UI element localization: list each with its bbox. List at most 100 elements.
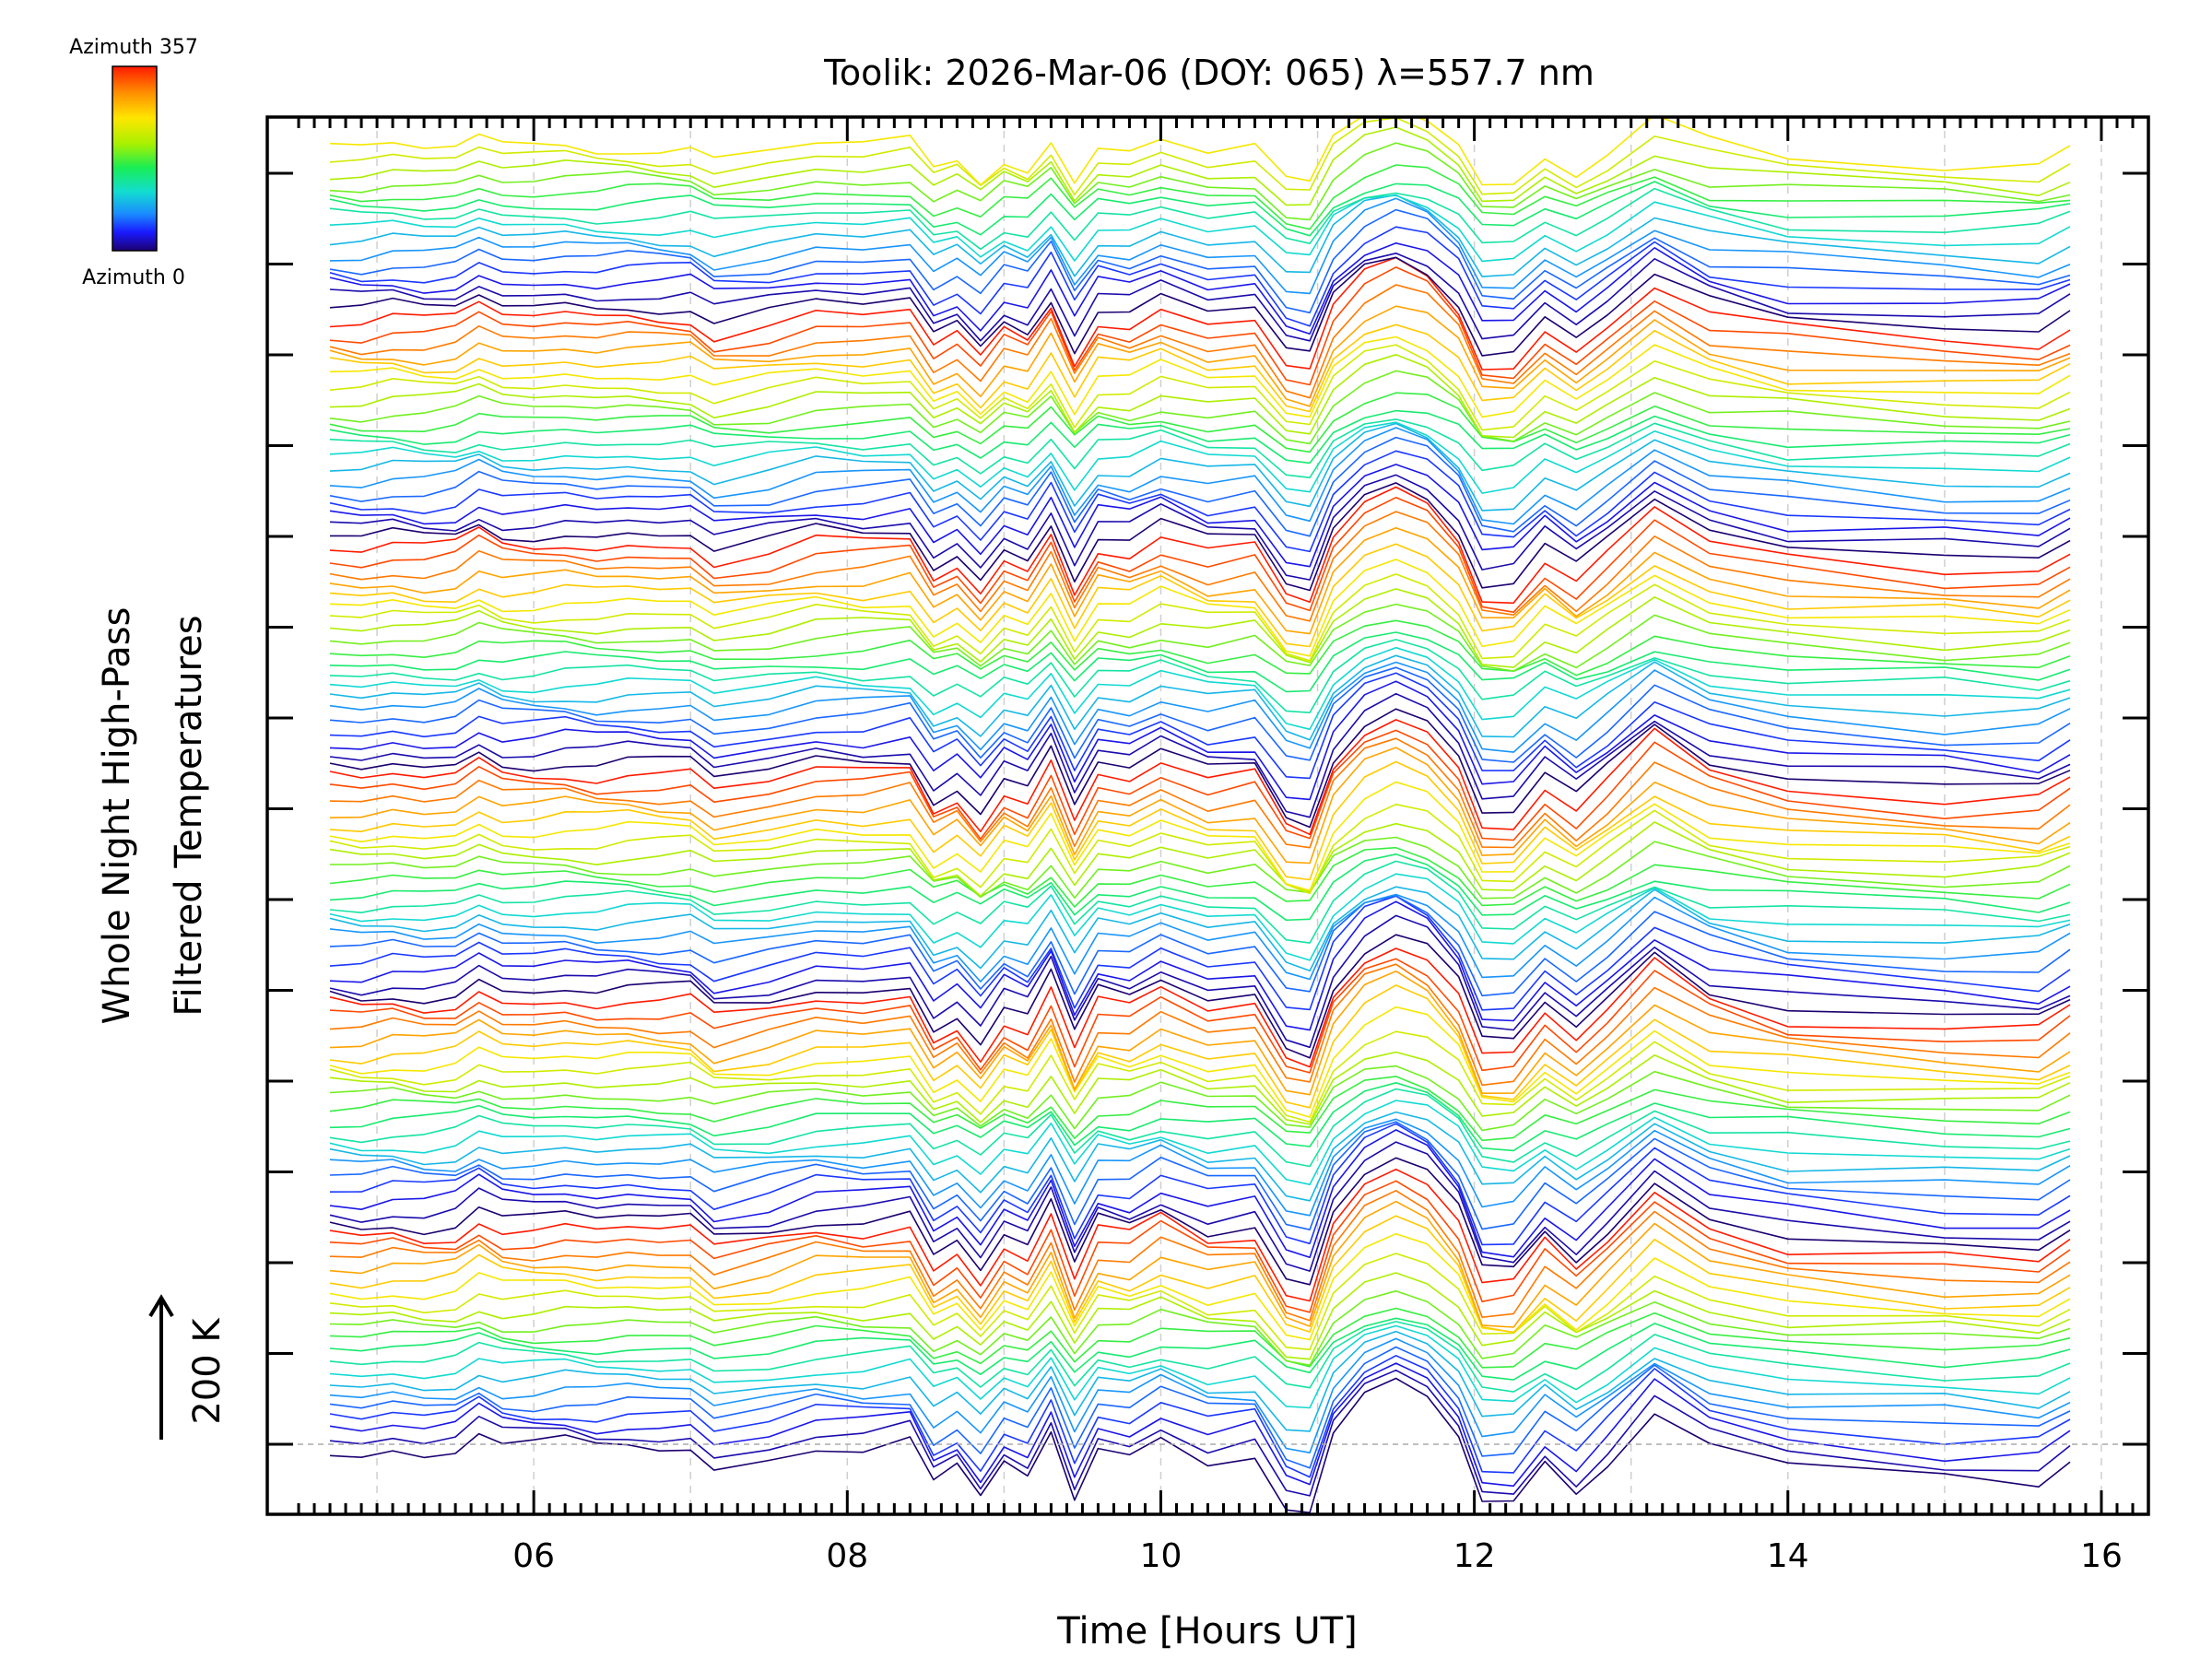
trace-line [329, 117, 2071, 186]
trace-line [329, 1200, 2071, 1328]
trace-line [329, 1253, 2071, 1351]
trace-line [329, 208, 2071, 314]
trace-line [329, 1307, 2071, 1369]
trace-line [329, 194, 2071, 263]
trace-line [329, 1121, 2071, 1230]
trace-line [329, 1377, 2071, 1513]
trace-line [329, 427, 2071, 525]
x-tick-label: 06 [512, 1537, 555, 1575]
trace-line [329, 708, 2071, 829]
trace-line [329, 1369, 2071, 1497]
trace-line [329, 1330, 2071, 1432]
trace-line [329, 256, 2071, 357]
trace-line [329, 914, 2071, 1049]
colorbar [112, 65, 158, 252]
trace-line [329, 958, 2071, 1074]
trace-line [329, 873, 2071, 961]
y-axis-label-line2: Filtered Temperatures [168, 615, 210, 1016]
scale-indicator: 200 K [148, 1294, 229, 1440]
trace-line [329, 409, 2071, 465]
trace-line [329, 895, 2071, 997]
scale-label: 200 K [186, 1317, 229, 1425]
trace-line [329, 639, 2071, 713]
trace-line [329, 1321, 2071, 1393]
trace-line [329, 860, 2071, 944]
trace-line [329, 893, 2071, 982]
trace-line [329, 1088, 2071, 1168]
trace-line [329, 392, 2071, 453]
trace-line [329, 886, 2071, 972]
x-tick-labels: 06 08 10 12 14 16 [512, 1537, 2123, 1575]
trace-line [329, 253, 2071, 342]
trace-line [329, 142, 2071, 221]
trace-line [329, 1232, 2071, 1341]
trace-line [329, 344, 2071, 431]
trace-line [329, 418, 2071, 478]
trace-line [329, 497, 2071, 613]
trace-line [329, 1100, 2071, 1185]
trace-line [329, 1082, 2071, 1152]
trace-line [329, 1118, 2071, 1217]
trace-line [329, 692, 2071, 818]
trace-line [329, 984, 2071, 1109]
trace-line [329, 526, 2071, 635]
trace-line [329, 970, 2071, 1096]
y-axis-label-line1: Whole Night High-Pass [96, 607, 138, 1025]
trace-line [329, 126, 2071, 206]
x-axis-label: Time [Hours UT] [1056, 1610, 1357, 1653]
trace-line [329, 666, 2071, 763]
x-tick-label: 14 [1767, 1537, 1809, 1575]
y-axis-label: Whole Night High-Pass Filtered Temperatu… [96, 607, 210, 1025]
trace-line [329, 1111, 2071, 1202]
colorbar-bottom-label: Azimuth 0 [82, 266, 185, 289]
trace-line [329, 305, 2071, 407]
trace-line [329, 421, 2071, 494]
trace-line [329, 737, 2071, 849]
trace-line [329, 895, 2071, 1011]
trace-line [329, 853, 2071, 922]
trace-line [329, 284, 2071, 399]
trace-line [329, 486, 2071, 605]
trace-line [329, 559, 2071, 657]
trace-line [329, 256, 2071, 371]
trace-line [329, 719, 2071, 836]
trace-line [329, 900, 2071, 1031]
trace-line [329, 680, 2071, 801]
trace-line [329, 729, 2071, 841]
trace-line [329, 450, 2071, 553]
trace-line [329, 1272, 2071, 1360]
trace-line [329, 226, 2071, 327]
trace-line [329, 934, 2071, 1059]
trace-line [329, 661, 2071, 753]
trace-line [329, 1317, 2071, 1381]
trace-line [329, 1076, 2071, 1142]
trace-line [329, 747, 2071, 865]
trace-line [329, 619, 2071, 677]
traces [329, 117, 2071, 1513]
trace-line [329, 1129, 2071, 1258]
trace-line [329, 197, 2071, 295]
trace-line [330, 836, 2071, 900]
trace-line [329, 474, 2071, 581]
trace-line [329, 646, 2071, 731]
trace-line [329, 436, 2071, 537]
trace-line [329, 821, 2071, 897]
trace-line [329, 1123, 2071, 1246]
x-tick-label: 16 [2080, 1537, 2123, 1575]
trace-line [329, 1346, 2071, 1469]
trace-line [329, 464, 2071, 568]
x-tick-label: 12 [1453, 1537, 1496, 1575]
trace-line [329, 543, 2071, 648]
trace-line [329, 1180, 2071, 1313]
trace-line [329, 672, 2071, 780]
trace-line [329, 117, 2071, 196]
trace-line [329, 1190, 2071, 1322]
axis-ticks [267, 117, 2150, 1514]
trace-line [329, 631, 2071, 693]
trace-line [329, 1289, 2071, 1366]
trace-line [329, 588, 2071, 668]
trace-line [329, 1030, 2071, 1124]
trace-line [329, 803, 2071, 895]
trace-line [329, 194, 2071, 277]
